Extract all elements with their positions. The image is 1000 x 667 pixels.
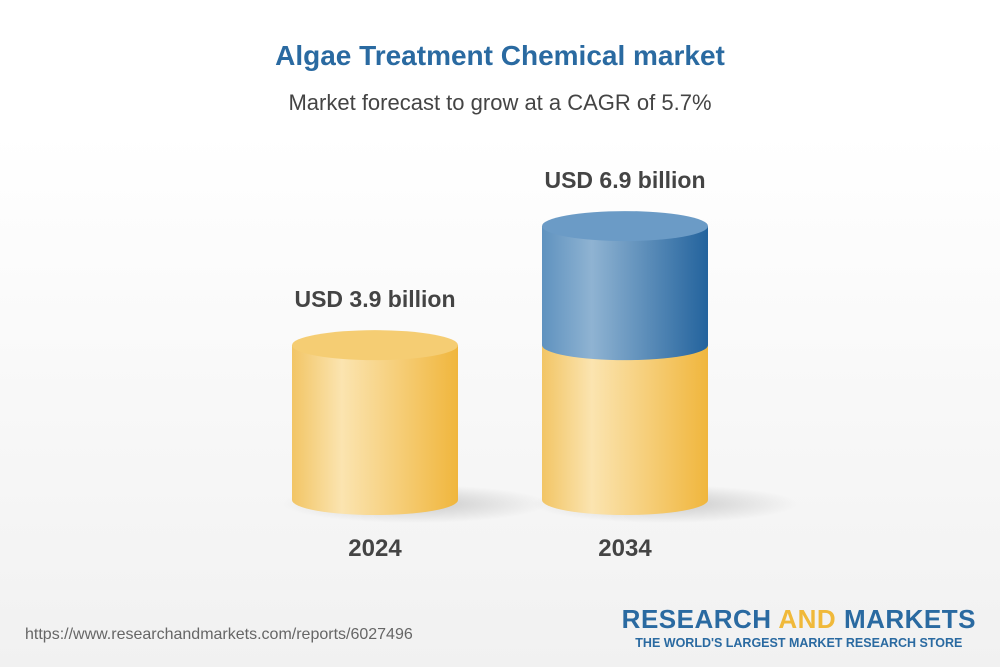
- data-label-2034: USD 6.9 billion: [544, 167, 705, 193]
- data-label-2024: USD 3.9 billion: [294, 286, 455, 312]
- cylinder-growth-2034-top: [542, 211, 708, 242]
- logo-research: RESEARCH: [621, 604, 772, 634]
- source-url[interactable]: https://www.researchandmarkets.com/repor…: [25, 626, 413, 643]
- cylinder-2024-body: [292, 345, 458, 515]
- logo-and: AND: [778, 604, 837, 634]
- x-label-2024: 2024: [348, 535, 402, 562]
- logo-tagline: THE WORLD'S LARGEST MARKET RESEARCH STOR…: [635, 636, 963, 650]
- logo-markets: MARKETS: [843, 604, 976, 634]
- x-label-2034: 2034: [598, 535, 652, 562]
- logo: RESEARCH AND MARKETS THE WORLD'S LARGEST…: [622, 604, 976, 650]
- chart-title: Algae Treatment Chemical market: [275, 40, 725, 71]
- cylinder-2024-top: [292, 330, 458, 361]
- chart-subtitle: Market forecast to grow at a CAGR of 5.7…: [288, 90, 712, 115]
- cylinder-base-2034-body: [542, 345, 708, 515]
- cylinder-growth-2034-body: [542, 226, 708, 361]
